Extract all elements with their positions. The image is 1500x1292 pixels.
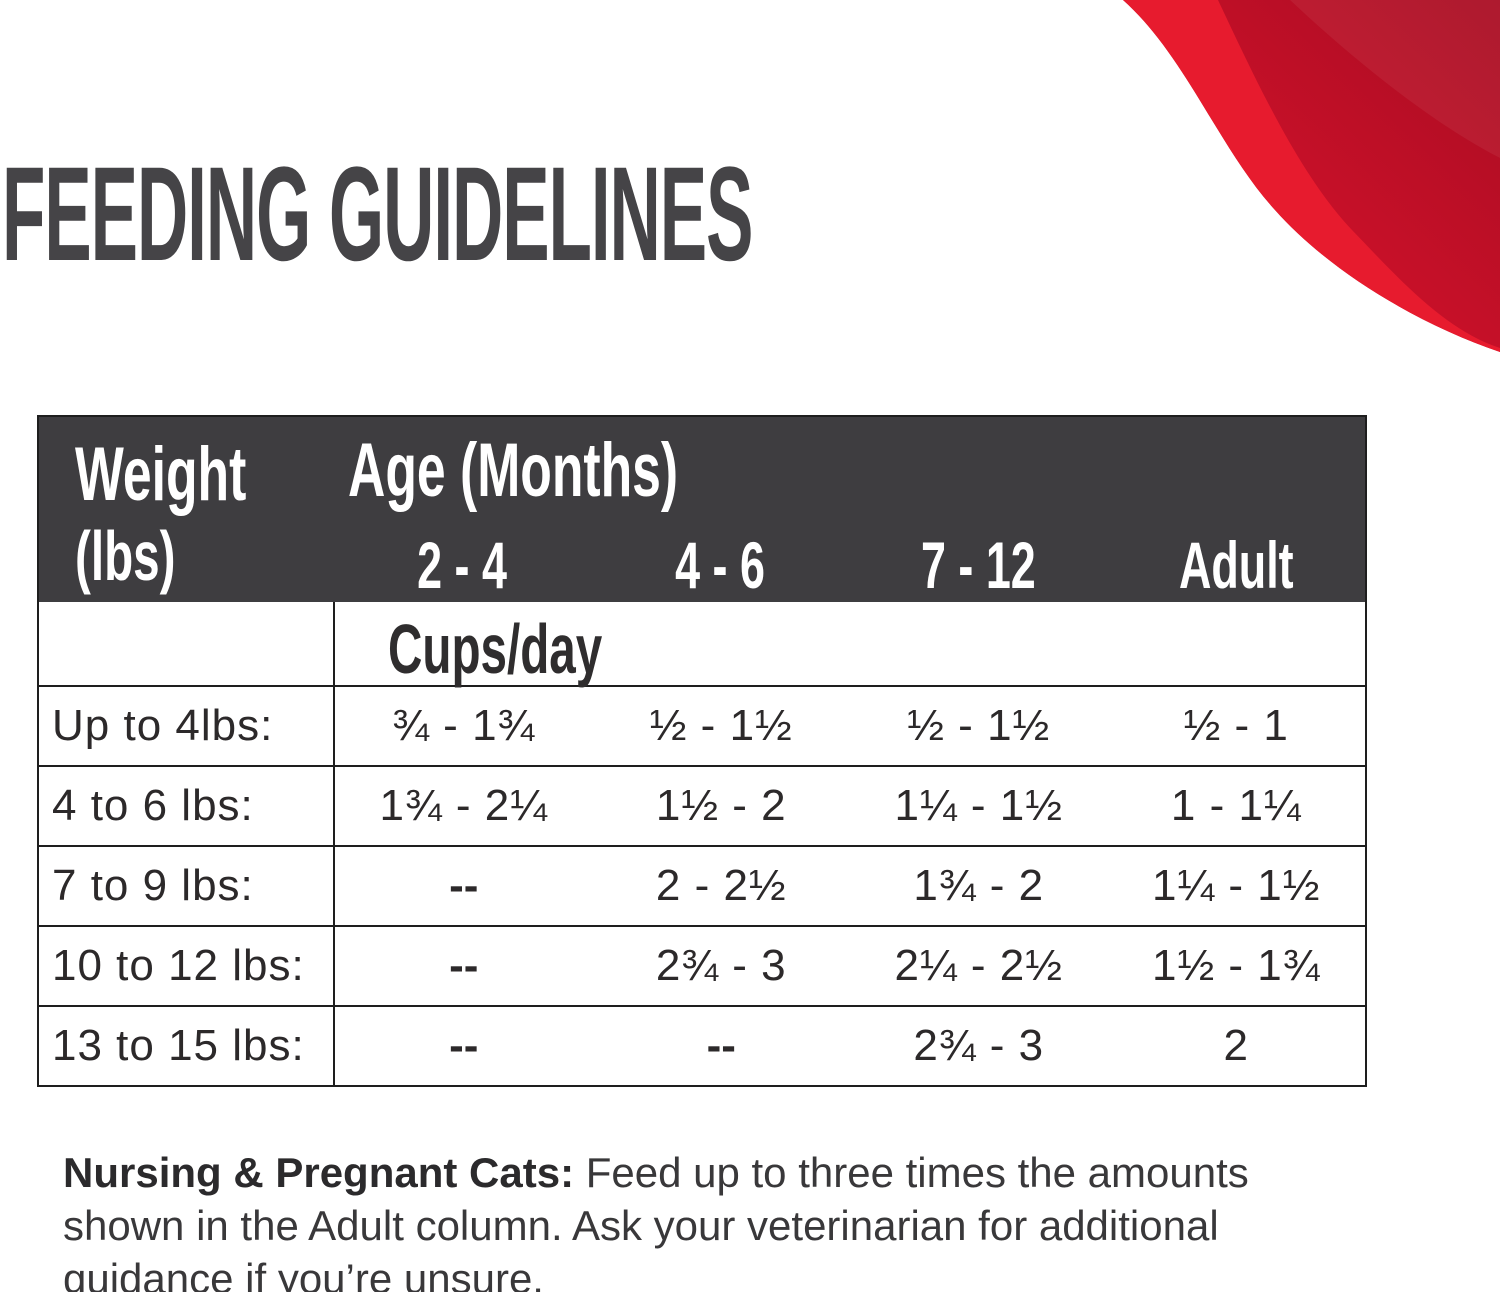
amount-cell: 1¾ - 2¼ (379, 781, 548, 830)
amount-cell: 1¼ - 1½ (1152, 861, 1321, 910)
table-header: Weight (lbs) Age (Months) 2 - 4 4 - 6 7 … (39, 417, 1365, 602)
age-months-header: Age (Months) (348, 428, 679, 513)
amount-cell: 2 (1223, 1021, 1249, 1070)
table-row: 10 to 12 lbs: -- 2¾ - 3 2¼ - 2½ 1½ - 1¾ (39, 925, 1365, 1005)
amount-cell: 2¾ - 3 (655, 941, 787, 990)
weight-range-label: 7 to 9 lbs: (39, 847, 335, 925)
note-bold-label: Nursing & Pregnant Cats: (63, 1149, 575, 1196)
note-line-2: shown in the Adult column. Ask your vete… (63, 1202, 1219, 1249)
weight-column-header: Weight (75, 432, 247, 517)
age-column-7-12: 7 - 12 (920, 528, 1036, 602)
feeding-table: Weight (lbs) Age (Months) 2 - 4 4 - 6 7 … (37, 415, 1367, 1087)
amount-cell: 2¾ - 3 (913, 1021, 1045, 1070)
nursing-pregnant-note: Nursing & Pregnant Cats: Feed up to thre… (63, 1146, 1403, 1292)
units-row-empty-cell (39, 602, 335, 685)
red-swoosh-graphic (1123, 0, 1500, 352)
weight-range-label: Up to 4lbs: (39, 687, 335, 765)
page-title: FEEDING GUIDELINES (2, 140, 753, 289)
weight-range-label: 10 to 12 lbs: (39, 927, 335, 1005)
amount-cell: -- (449, 861, 479, 910)
amount-cell: -- (449, 1021, 479, 1070)
amount-cell: ¾ - 1¾ (392, 701, 536, 750)
note-line-1: Nursing & Pregnant Cats: Feed up to thre… (63, 1146, 1403, 1199)
weight-range-label: 4 to 6 lbs: (39, 767, 335, 845)
weight-range-label: 13 to 15 lbs: (39, 1007, 335, 1085)
age-column-adult: Adult (1178, 528, 1294, 602)
table-row: 7 to 9 lbs: -- 2 - 2½ 1¾ - 2 1¼ - 1½ (39, 845, 1365, 925)
amount-cell: ½ - 1½ (907, 701, 1051, 750)
amount-cell: 1¼ - 1½ (894, 781, 1063, 830)
table-row: 13 to 15 lbs: -- -- 2¾ - 3 2 (39, 1005, 1365, 1085)
units-label: Cups/day (388, 610, 603, 688)
amount-cell: 2 - 2½ (655, 861, 787, 910)
amount-cell: 1 - 1¼ (1170, 781, 1302, 830)
age-column-2-4: 2 - 4 (417, 528, 507, 602)
amount-cell: -- (706, 1021, 736, 1070)
units-row: Cups/day (39, 602, 1365, 687)
note-line-3: guidance if you’re unsure. (63, 1255, 544, 1292)
table-row: 4 to 6 lbs: 1¾ - 2¼ 1½ - 2 1¼ - 1½ 1 - 1… (39, 765, 1365, 845)
amount-cell: ½ - 1 (1183, 701, 1289, 750)
amount-cell: -- (449, 941, 479, 990)
amount-cell: 1½ - 2 (655, 781, 787, 830)
amount-cell: 1¾ - 2 (913, 861, 1045, 910)
age-column-headers: 2 - 4 4 - 6 7 - 12 Adult (333, 532, 1365, 598)
units-row-cell: Cups/day (335, 602, 1365, 685)
weight-unit-label: (lbs) (75, 517, 176, 595)
amount-cell: ½ - 1½ (649, 701, 793, 750)
amount-cell: 1½ - 1¾ (1152, 941, 1321, 990)
amount-cell: 2¼ - 2½ (894, 941, 1063, 990)
note-line-1-text: Feed up to three times the amounts (574, 1149, 1249, 1196)
age-column-4-6: 4 - 6 (675, 528, 765, 602)
table-row: Up to 4lbs: ¾ - 1¾ ½ - 1½ ½ - 1½ ½ - 1 (39, 687, 1365, 765)
